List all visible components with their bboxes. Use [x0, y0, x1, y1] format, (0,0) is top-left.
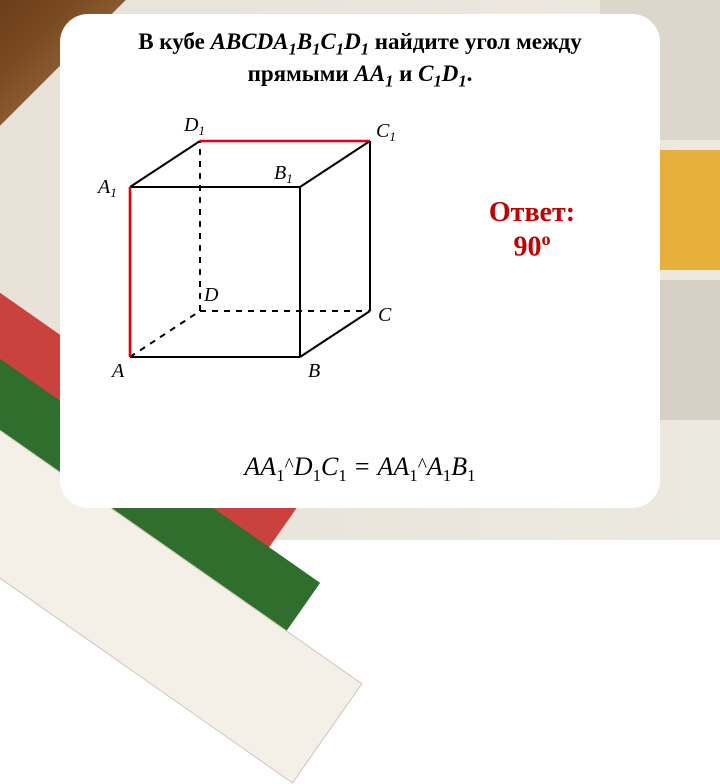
answer-block: Ответ: 90o — [462, 197, 602, 264]
problem-text: В кубе — [138, 29, 210, 54]
vertex-label-A1: A1 — [96, 176, 117, 200]
vertex-label-B1: B1 — [274, 162, 293, 186]
problem-text: найдите угол между — [369, 29, 582, 54]
cube-figure-area: A B C D A1 B1 C1 D1 Ответ: 90o — [88, 97, 632, 407]
f-lhs-b: D — [294, 452, 313, 481]
f-rhs-b-sub: 1 — [443, 466, 451, 485]
segment-1: AA1 — [354, 61, 393, 86]
cube-diagram: A B C D A1 B1 C1 D1 — [76, 89, 436, 399]
f-rhs-a: AA — [378, 452, 410, 481]
f-rhs-c: B — [451, 452, 467, 481]
f-rhs-a-sub: 1 — [409, 466, 417, 485]
cube-name: ABCDA1B1C1D1 — [211, 29, 369, 54]
problem-text: и — [393, 61, 418, 86]
answer-value: 90 — [513, 231, 541, 262]
answer-label: Ответ: — [489, 197, 575, 228]
content-card: В кубе ABCDA1B1C1D1 найдите угол между п… — [60, 14, 660, 508]
f-lhs-c: C — [321, 452, 338, 481]
segment-2: C1D1 — [418, 61, 467, 86]
f-lhs-c-sub: 1 — [338, 466, 346, 485]
problem-text: . — [467, 61, 473, 86]
vertex-label-B: B — [308, 360, 320, 382]
problem-text: прямыми — [248, 61, 355, 86]
formula: AA1^D1C1=AA1^A1B1 — [60, 452, 660, 486]
f-rhs-b: A — [427, 452, 443, 481]
angle-sign: ^ — [418, 455, 427, 476]
f-rhs-c-sub: 1 — [467, 466, 475, 485]
vertex-label-C: C — [378, 304, 392, 326]
vertex-label-D: D — [203, 284, 219, 306]
f-lhs-b-sub: 1 — [313, 466, 321, 485]
equals: = — [347, 452, 378, 481]
problem-statement: В кубе ABCDA1B1C1D1 найдите угол между п… — [88, 28, 632, 93]
f-lhs-a-sub: 1 — [276, 466, 284, 485]
angle-sign: ^ — [285, 455, 294, 476]
vertex-label-D1: D1 — [183, 114, 205, 138]
f-lhs-a: AA — [244, 452, 276, 481]
vertex-label-C1: C1 — [376, 120, 396, 144]
vertex-label-A: A — [110, 360, 125, 382]
answer-degree: o — [541, 229, 550, 249]
